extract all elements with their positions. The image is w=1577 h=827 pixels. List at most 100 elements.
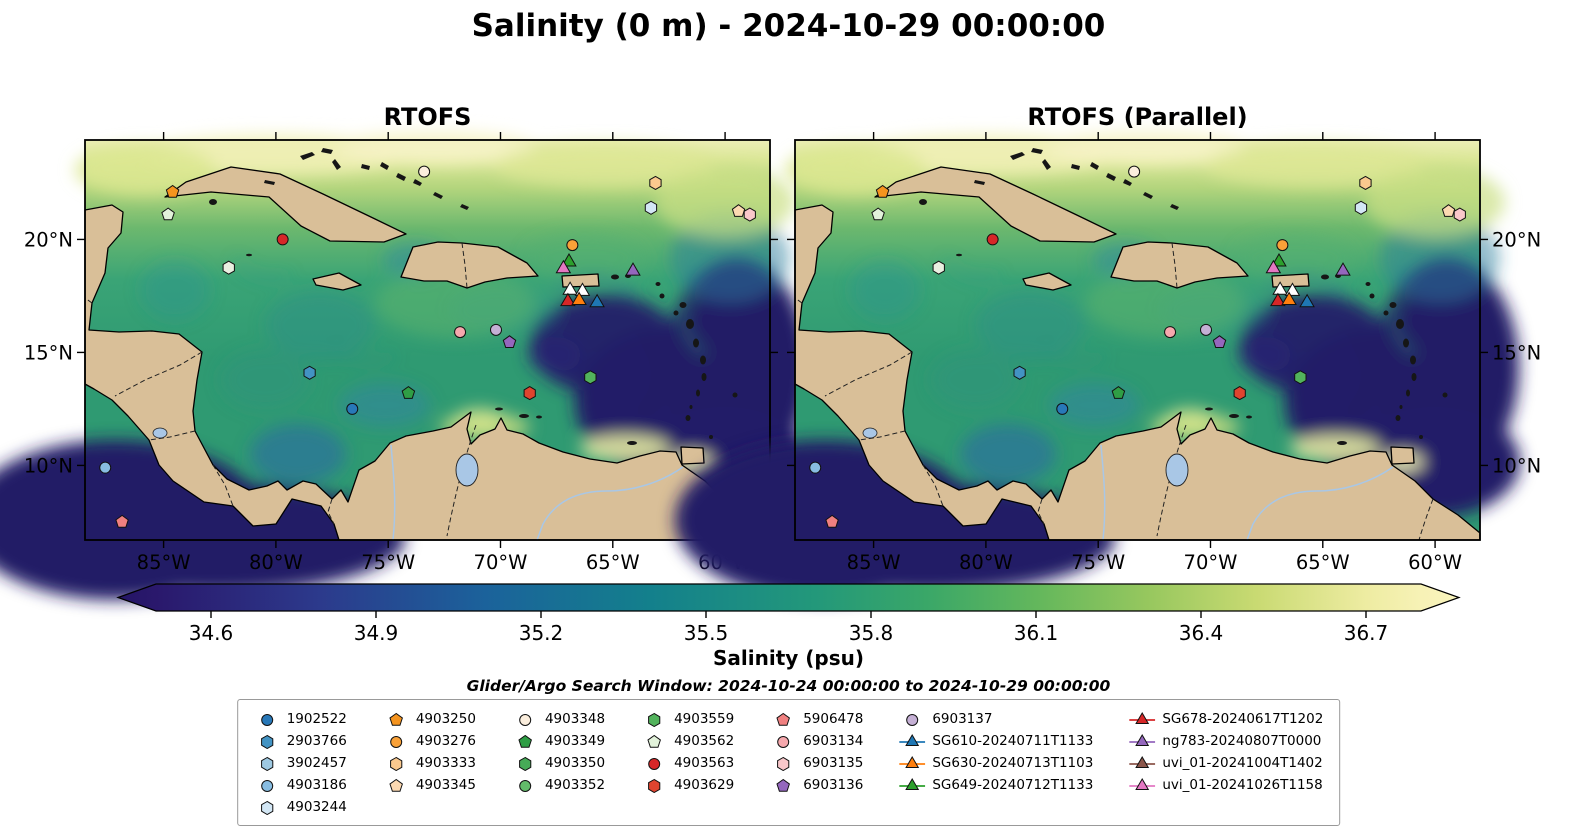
legend-entry-label: 4903629 xyxy=(674,776,735,793)
legend-entry-4903352: 4903352 xyxy=(512,775,605,794)
circle-marker-icon xyxy=(389,735,402,748)
hexagon-marker-icon xyxy=(260,756,273,771)
legend-marker xyxy=(260,734,273,749)
map-marker-4903250 xyxy=(165,184,180,198)
colorbar-tick-label: 34.6 xyxy=(189,621,234,645)
map-marker-6903136 xyxy=(502,335,517,348)
legend-entry-label: 4903349 xyxy=(544,732,606,749)
map-marker-4903345 xyxy=(731,204,746,217)
colorbar: 34.6 34.9 35.2 35.5 35.8 36.1 36.4 36.7 xyxy=(116,583,1461,645)
legend-column: 6903137 SG610-20240711T1133 SG630-20240713… xyxy=(899,709,1093,794)
legend-marker xyxy=(647,734,661,748)
legend-marker xyxy=(389,712,403,726)
x-tick-label: 75°W xyxy=(361,551,415,574)
map-marker-SG630-20240713T1103 xyxy=(1281,291,1297,305)
x-tick-label: 65°W xyxy=(1296,551,1350,574)
map-marker-4903333 xyxy=(1359,175,1372,190)
map-marker-6903135 xyxy=(743,207,756,222)
legend-entry-label: 6903135 xyxy=(803,754,864,771)
colorbar-tick-label: 36.4 xyxy=(1179,621,1224,645)
colorbar-ticks: 34.6 34.9 35.2 35.5 35.8 36.1 36.4 36.7 xyxy=(189,611,1388,645)
legend-marker xyxy=(518,756,532,771)
map-marker-SG678-20240617T1202 xyxy=(1270,292,1286,307)
map-marker-6903134 xyxy=(1164,326,1177,339)
legend-entry-label: 4903244 xyxy=(286,798,347,815)
legend-entry-label: SG610-20240711T1133 xyxy=(932,732,1094,749)
circle-marker-icon xyxy=(518,779,531,792)
map-rtofs-parallel: 85°W 80°W 75°W 70°W 65°W 60°W10°N15°N20°N xyxy=(794,139,1541,541)
map-marker-4903186 xyxy=(809,461,822,474)
legend-marker xyxy=(777,735,790,748)
y-tick-label: 10°N xyxy=(24,454,73,477)
map-marker-6903134 xyxy=(454,326,467,339)
legend-marker xyxy=(389,735,402,748)
legend-marker xyxy=(389,756,402,771)
glider-triangle xyxy=(1135,711,1150,724)
map-markers xyxy=(809,165,1466,528)
legend-marker xyxy=(518,779,531,792)
map-rtofs: 85°W80°W75°W70°W65°W60°W10°N15°N20°N xyxy=(85,140,770,540)
legend-marker xyxy=(906,713,919,726)
map-marker-4903563 xyxy=(276,233,289,246)
legend-entry-6903135: 6903135 xyxy=(770,753,863,772)
glider-track-icon xyxy=(899,733,926,746)
map-marker-4903349 xyxy=(1111,385,1126,399)
legend-entry-4903250: 4903250 xyxy=(383,709,476,728)
map-marker-4903559 xyxy=(1294,370,1307,385)
map-marker-4903333 xyxy=(649,175,662,190)
hexagon-marker-icon xyxy=(389,756,402,771)
legend-entry-label: ng783-20240807T0000 xyxy=(1162,732,1322,749)
legend-entry-1902522: 1902522 xyxy=(254,709,347,728)
map-frame xyxy=(794,139,1481,541)
legend-column: 4903348 4903349 4903350 4903352 xyxy=(512,709,605,794)
legend-column: SG678-20240617T1202 ng783-20240807T0000 uv… xyxy=(1129,709,1323,794)
legend-entry-label: 4903350 xyxy=(544,754,606,771)
colorbar-tick-label: 35.5 xyxy=(684,621,729,645)
map-marker-ng783-20240807T0000 xyxy=(1335,262,1351,276)
glider-track-icon xyxy=(1129,755,1156,768)
legend-entry-SG678-20240617T1202: SG678-20240617T1202 xyxy=(1129,709,1323,728)
legend-entry-4903186: 4903186 xyxy=(254,775,347,794)
legend-entry-uvi_01-20241026T1158: uvi_01-20241026T1158 xyxy=(1129,775,1323,794)
map-markers xyxy=(99,165,756,528)
glider-track-icon xyxy=(899,777,926,790)
hexagon-marker-icon xyxy=(647,778,661,793)
legend-marker xyxy=(518,713,531,726)
map-marker-5906478 xyxy=(115,514,129,528)
legend-entry-label: 4903563 xyxy=(674,754,735,771)
map-frame xyxy=(84,139,771,541)
legend-entry-label: 3902457 xyxy=(286,754,347,771)
legend-column: 4903559 4903562 4903563 4903629 xyxy=(641,709,734,794)
map-marker-ng783-20240807T0000 xyxy=(625,262,641,276)
y-tick-label: 15°N xyxy=(24,341,73,364)
legend-marker xyxy=(518,734,532,748)
glider-triangle xyxy=(1135,733,1150,746)
legend-entry-ng783-20240807T0000: ng783-20240807T0000 xyxy=(1129,731,1323,750)
hexagon-marker-icon xyxy=(647,712,661,727)
legend-entry-4903333: 4903333 xyxy=(383,753,476,772)
pentagon-marker-icon xyxy=(389,712,403,726)
map-marker-4903276 xyxy=(1276,239,1289,252)
map-marker-1902522 xyxy=(1056,402,1069,415)
legend-entry-4903350: 4903350 xyxy=(512,753,605,772)
map-marker-1902522 xyxy=(346,402,359,415)
legend-entry-label: 4903250 xyxy=(415,710,476,727)
legend-marker xyxy=(776,778,790,792)
glider-track-icon xyxy=(899,755,926,768)
x-tick-label: 75°W xyxy=(1071,551,1125,574)
x-tick-label: 85°W xyxy=(137,551,191,574)
legend-column: 1902522 2903766 3902457 4903186 4903244 xyxy=(254,709,347,816)
map-marker-4903562 xyxy=(161,207,175,221)
legend-column: 4903250 4903276 4903333 4903345 xyxy=(383,709,476,794)
map-marker-white-triangle-1 xyxy=(562,281,578,295)
legend-entry-label: SG678-20240617T1202 xyxy=(1162,710,1324,727)
circle-marker-icon xyxy=(777,735,790,748)
legend-entry-6903134: 6903134 xyxy=(770,731,863,750)
legend-entry-4903349: 4903349 xyxy=(512,731,605,750)
x-tick-label: 60°W xyxy=(1408,551,1462,574)
map-marker-SG610-20240711T1133 xyxy=(1299,293,1315,308)
map-marker-6903136 xyxy=(1212,335,1227,348)
map-marker-4903559 xyxy=(584,370,597,385)
hexagon-marker-icon xyxy=(518,756,532,771)
